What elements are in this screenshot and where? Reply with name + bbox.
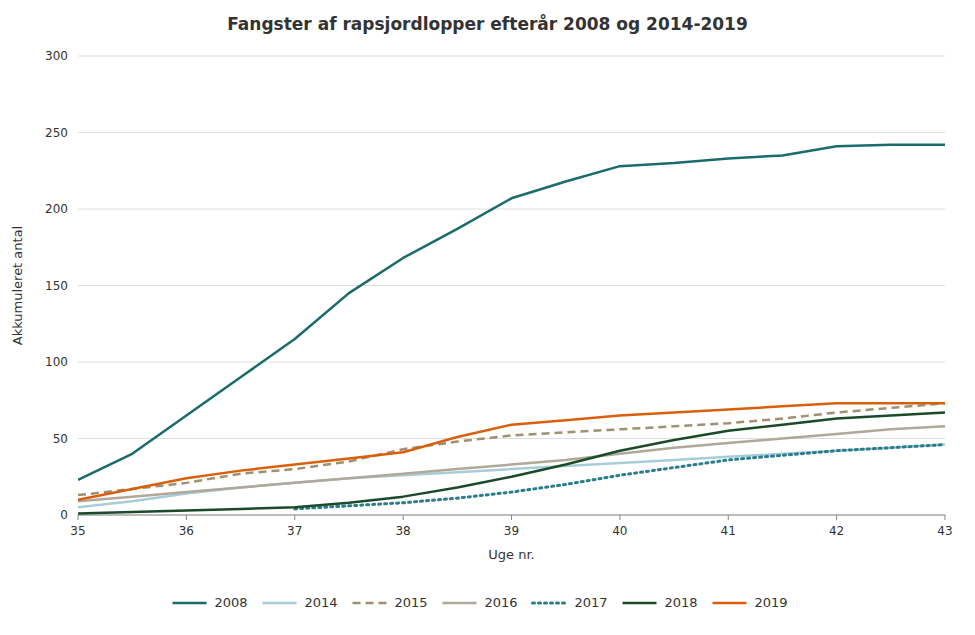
y-tick-label: 200 [45,202,68,216]
x-tick-label: 35 [70,524,85,538]
x-tick-label: 36 [179,524,194,538]
y-tick-label: 150 [45,279,68,293]
y-axis: 0 50 100 150 200 250 300 [45,49,945,522]
x-axis-label: Uge nr. [488,547,534,562]
y-grid-line [78,362,945,363]
legend-label: 2015 [395,595,428,610]
y-grid-line [78,438,945,439]
legend-swatch [623,602,657,605]
y-grid-line [78,285,945,286]
y-tick-label: 50 [53,432,68,446]
x-tick [836,515,837,520]
legend-swatch [353,602,387,605]
y-tick-label: 0 [60,508,68,522]
legend: 2008 2014 2015 2016 2017 2018 2019 [173,595,788,610]
chart: 0 50 100 150 200 250 300 35 36 37 38 39 40 41 42 43 Fang… [0,0,975,635]
legend-swatch [533,602,567,605]
x-tick-label: 39 [504,524,519,538]
x-tick-label: 43 [937,524,952,538]
y-grid-line [78,209,945,210]
legend-label: 2017 [575,595,608,610]
legend-swatch [713,602,747,605]
legend-label: 2019 [755,595,788,610]
x-tick-label: 37 [287,524,302,538]
x-tick [511,515,512,520]
x-tick [403,515,404,520]
series-line [78,145,945,480]
x-tick [294,515,295,520]
series-line [78,403,945,499]
y-tick-label: 100 [45,355,68,369]
x-tick-label: 42 [829,524,844,538]
legend-swatch [173,602,207,605]
x-tick-label: 38 [395,524,410,538]
x-tick-label: 41 [721,524,736,538]
y-tick-label: 300 [45,49,68,63]
y-tick-label: 250 [45,126,68,140]
legend-swatch [263,602,297,605]
legend-label: 2014 [305,595,338,610]
x-tick [945,515,946,520]
x-tick-label: 40 [612,524,627,538]
series-line [78,426,945,501]
y-grid-line [78,132,945,133]
legend-label: 2016 [485,595,518,610]
series-line [78,412,945,513]
legend-swatch [443,602,477,605]
legend-label: 2008 [215,595,248,610]
x-tick [78,515,79,520]
title: Fangster af rapsjordlopper efterår 2008 … [227,13,748,34]
x-tick [728,515,729,520]
legend-label: 2018 [665,595,698,610]
x-tick [186,515,187,520]
lines [78,145,945,514]
y-axis-label: Akkumuleret antal [10,226,25,345]
x-axis: 35 36 37 38 39 40 41 42 43 [70,515,952,538]
x-tick [619,515,620,520]
y-grid-line [78,56,945,57]
series-line [78,403,945,495]
